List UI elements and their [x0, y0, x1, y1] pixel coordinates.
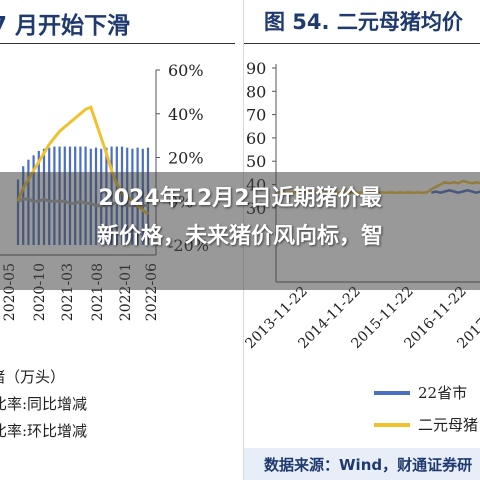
legend-item-sow: 二元母猪: [374, 414, 478, 435]
left-chart-title: 7 月开始下滑: [0, 13, 131, 39]
right-y-tick-label: 80: [246, 82, 266, 101]
right-y-tick-label: 90: [246, 59, 266, 78]
legend-item-yoy: 比率:同比增减: [0, 393, 87, 414]
headline-line-2: 新价格，未来猪价风向标，智: [96, 224, 383, 249]
headline-overlay[interactable]: 2024年12月2日近期猪价最 新价格，未来猪价风向标，智: [0, 172, 480, 290]
right-y-tick-label: 50: [246, 152, 266, 171]
right-y-tick-label: 60: [246, 129, 266, 148]
right-y-tick-label: 70: [246, 106, 266, 125]
legend-item-22-provinces: 22省市: [374, 382, 467, 403]
source-text: 数据来源：Wind，财通证券研: [264, 456, 473, 474]
source-bar: 数据来源：Wind，财通证券研: [244, 448, 480, 480]
left-y-tick-label: 20%: [168, 149, 204, 168]
legend-item-mom: 比率:环比增减: [0, 420, 87, 441]
legend-swatch-sow: [374, 422, 410, 427]
legend-label-22-provinces: 22省市: [418, 384, 468, 402]
legend-item-pigs: 猪（万头）: [0, 366, 65, 387]
legend-label-sow: 二元母猪: [418, 416, 479, 434]
legend-swatch-22-provinces: [374, 390, 410, 395]
legend-label-yoy: 比率:同比增减: [0, 395, 88, 413]
legend-label-pigs: 猪（万头）: [0, 368, 66, 386]
legend-label-mom: 比率:环比增减: [0, 422, 88, 440]
headline-line-1: 2024年12月2日近期猪价最: [98, 186, 382, 211]
right-chart-title: 图 54. 二元母猪均价: [264, 10, 463, 34]
headline-text[interactable]: 2024年12月2日近期猪价最 新价格，未来猪价风向标，智: [0, 180, 480, 256]
left-y-tick-label: 60%: [168, 61, 204, 80]
left-y-tick-label: 40%: [168, 105, 204, 124]
right-title-bar: 图 54. 二元母猪均价: [244, 0, 480, 44]
left-title-bar: 7 月开始下滑: [0, 0, 235, 44]
